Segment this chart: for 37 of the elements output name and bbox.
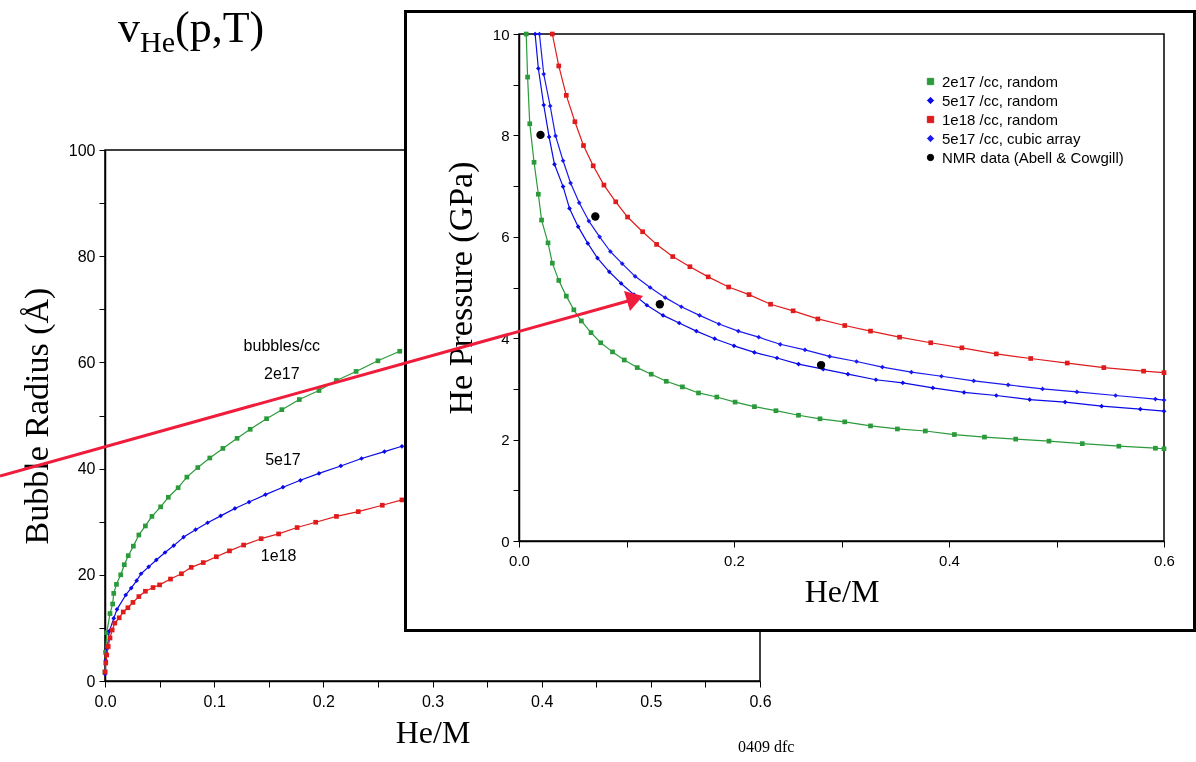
text: 0409 dfc [738,738,795,756]
y-tick-label: 0 [86,672,96,690]
x-tick-label: 0.6 [1154,551,1175,569]
y-axis-title: Bubble Radius (Å) [17,287,56,545]
x-tick-label: 0.1 [203,692,226,710]
x-tick-label: 0.4 [531,692,554,710]
legend-label: 2e17 /cc, random [942,72,1058,90]
series-label: 1e18 [260,546,297,564]
legend-title: bubbles/cc [243,336,321,354]
x-axis-title: He/M [804,572,880,609]
series-label: 2e17 [264,364,300,382]
y-tick-label: 0 [501,532,510,550]
y-axis-title: He Pressure (GPa) [441,161,480,415]
x-tick-label: 0.5 [640,692,663,710]
chart-title: v$_{He}$(p,T) [118,2,265,59]
x-tick-label: 0.6 [749,692,772,710]
y-tick-label: 40 [77,460,96,478]
x-tick-label: 0.0 [509,551,530,569]
y-tick-label: 2 [501,431,510,449]
y-tick-label: 60 [77,353,96,371]
x-tick-label: 0.3 [421,692,445,710]
y-tick-label: 8 [501,126,510,144]
y-tick-label: 10 [492,25,510,43]
series-label: 5e17 [265,451,301,469]
x-tick-label: 0.2 [724,551,745,569]
y-tick-label: 20 [77,566,96,584]
legend-label: NMR data (Abell & Cowgill) [942,148,1124,166]
y-tick-label: 6 [501,228,510,246]
x-tick-label: 0.4 [939,551,960,569]
y-tick-label: 80 [77,247,96,265]
legend-label: 5e17 /cc, random [942,91,1058,109]
legend-label: 1e18 /cc, random [942,110,1058,128]
y-tick-label: 100 [68,141,96,159]
legend-label: 5e17 /cc, cubic array [942,129,1081,147]
x-tick-label: 0.2 [312,692,336,710]
x-tick-label: 0.0 [94,692,117,710]
x-axis-title: He/M [395,713,471,750]
